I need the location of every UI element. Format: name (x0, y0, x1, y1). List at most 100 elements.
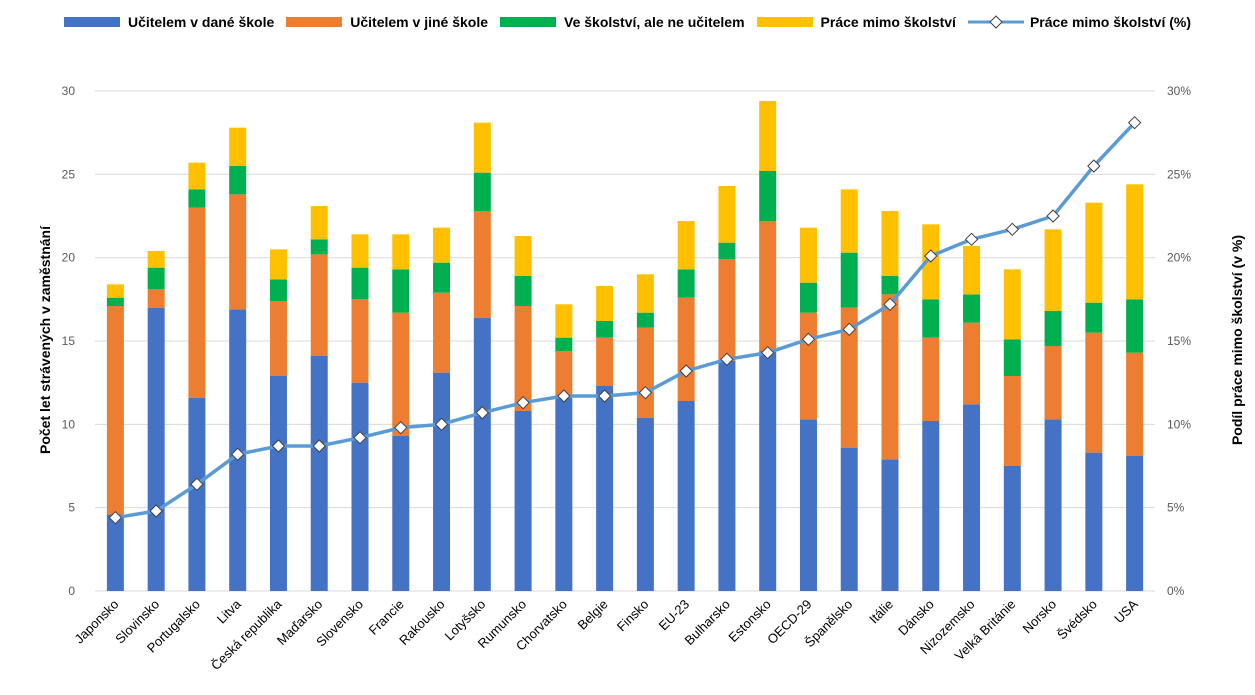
bar-segment (473, 211, 491, 318)
bar-segment (677, 297, 695, 401)
bar-segment (514, 236, 532, 276)
y-axis-title: Počet let strávených v zaměstnání (37, 225, 53, 454)
bar-segment (759, 101, 777, 171)
bar-segment (188, 162, 206, 190)
bar-segment (188, 397, 206, 591)
legend-item-series-4: Práce mimo školství (756, 14, 956, 30)
bar-segment (799, 282, 817, 313)
x-tick-label: Norsko (1019, 597, 1059, 637)
bar-segment (1003, 339, 1021, 376)
legend-swatch-series-4 (756, 17, 813, 27)
legend-swatch-series-1 (63, 17, 120, 27)
bar-segment (1044, 346, 1062, 420)
legend-item-series-2: Učitelem v jiné škole (286, 14, 488, 30)
percent-point (353, 430, 367, 445)
percent-line-path (115, 121, 1136, 520)
bar-segment (555, 304, 573, 338)
bar-segment (310, 239, 328, 255)
bar-segment (555, 337, 573, 351)
percent-point (842, 322, 856, 337)
bar-segment (636, 327, 654, 418)
x-tick-label: Finsko (614, 597, 652, 635)
legend-swatch-series-2 (286, 17, 343, 27)
bar-segment (392, 436, 410, 591)
bar-segment (1126, 456, 1144, 591)
bar-segment (514, 306, 532, 411)
bar-segment (799, 419, 817, 591)
bar-segment (1085, 202, 1103, 303)
percent-point (312, 439, 326, 453)
bar-segment (596, 337, 614, 386)
bar-segment (1044, 419, 1062, 591)
percent-point (108, 510, 123, 525)
bar-segment (473, 317, 491, 591)
y2-tick-label: 30% (1167, 84, 1191, 98)
percent-line (108, 115, 1142, 525)
legend-item-line: Práce mimo školství (%) (967, 14, 1192, 30)
bar-segment (269, 279, 287, 301)
percent-point (190, 477, 204, 492)
bar-segment (718, 361, 736, 591)
bar-segment (963, 404, 981, 591)
bar-segment (677, 221, 695, 270)
y2-tick-label: 20% (1167, 251, 1191, 265)
bar-segment (433, 292, 451, 373)
bar-segment (310, 206, 328, 240)
percent-point (597, 389, 612, 403)
bar-segment (718, 259, 736, 361)
bar-segment (433, 227, 451, 263)
bar-segment (269, 249, 287, 280)
bar-segment (514, 411, 532, 591)
bar-segment (636, 312, 654, 328)
bar-segment (596, 386, 614, 591)
bar-segment (677, 269, 695, 298)
bar-segment (473, 122, 491, 173)
bar-segment (310, 254, 328, 356)
percent-point (760, 345, 775, 360)
bar-segment (881, 276, 899, 295)
percent-point (1127, 115, 1142, 130)
chart-legend: Učitelem v dané škole Učitelem v jiné šk… (0, 10, 1255, 34)
bar-segment (188, 207, 206, 398)
bar-segment (1085, 452, 1103, 591)
bar-segment (922, 337, 940, 421)
bar-segment (229, 166, 247, 195)
bar-segment (677, 401, 695, 591)
y-tick-label: 0 (68, 584, 75, 598)
y-tick-label: 25 (62, 167, 76, 181)
bar-segment (555, 397, 573, 591)
bar-segment (106, 297, 124, 306)
percent-point (638, 385, 653, 400)
x-tick-label: Švédsko (1054, 597, 1100, 643)
bar-segment (922, 299, 940, 338)
bar-segment (473, 172, 491, 211)
bar-segment (392, 234, 410, 270)
bar-segment (1044, 229, 1062, 311)
y2-axis-title: Podíl práce mimo školství (v %) (1229, 235, 1245, 445)
y-tick-label: 10 (62, 417, 76, 431)
bar-segment (840, 447, 858, 591)
bar-segment (310, 356, 328, 591)
x-tick-label: EU-23 (656, 597, 693, 634)
y2-tick-label: 5% (1167, 501, 1185, 515)
bar-segment (759, 351, 777, 591)
percent-point (557, 389, 571, 403)
x-tick-label: Česká republika (208, 596, 285, 673)
legend-label-series-4: Práce mimo školství (820, 14, 956, 30)
bar-segment (963, 294, 981, 323)
bar-segment (636, 274, 654, 313)
percent-point (924, 249, 938, 263)
legend-label-series-1: Učitelem v dané škole (127, 14, 275, 30)
bar-segment (1044, 311, 1062, 346)
percent-point (1087, 159, 1101, 173)
y2-tick-label: 0% (1167, 584, 1185, 598)
legend-item-series-3: Ve školství, ale ne učitelem (500, 14, 745, 30)
legend-label-line: Práce mimo školství (%) (1029, 14, 1192, 30)
bar-segment (106, 284, 124, 298)
bar-segment (351, 267, 369, 300)
x-tick-label: Itálie (866, 597, 896, 627)
x-tick-label: Japonsko (72, 597, 122, 647)
bar-segment (1085, 332, 1103, 453)
percent-point (883, 297, 897, 312)
